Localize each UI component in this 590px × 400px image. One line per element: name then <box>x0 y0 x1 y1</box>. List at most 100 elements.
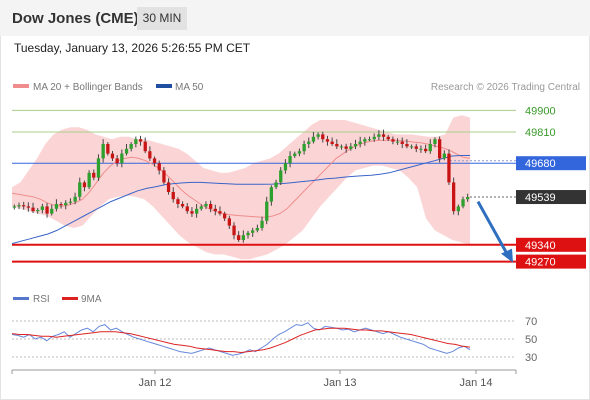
candle-body <box>92 172 96 178</box>
candle-body <box>59 204 63 206</box>
candle-body <box>87 172 91 188</box>
projection-arrow <box>476 200 513 263</box>
ma50-line <box>11 155 470 245</box>
candle-body <box>115 158 119 164</box>
candle-body <box>166 182 171 192</box>
level-tag-49270 <box>516 254 586 269</box>
rsi-ma9-line <box>11 327 471 354</box>
candle-body <box>50 208 54 214</box>
candle-body <box>185 206 189 212</box>
time-axis: Jan 12 Jan 13 Jan 14 <box>11 369 517 389</box>
candle-body <box>12 206 16 208</box>
chart-header: Dow Jones (CME) 30 MIN <box>0 0 590 36</box>
candle-body <box>26 206 30 208</box>
candle-body <box>260 220 264 228</box>
candle-body <box>339 146 344 148</box>
candle-body <box>101 144 105 159</box>
ma50-legend-swatch <box>156 84 172 88</box>
rsi-tick-30: 30 <box>525 352 537 364</box>
candle-body <box>82 182 87 188</box>
candle-body <box>279 170 283 183</box>
legend: MA 20 + Bollinger Bands MA 50 Research ©… <box>13 82 580 305</box>
ma9-legend-label: 9MA <box>81 294 102 305</box>
rsi-tick-70: 70 <box>525 316 537 328</box>
candle-body <box>433 139 437 144</box>
candle-body <box>54 204 59 209</box>
candle-body <box>386 136 390 140</box>
candle-body <box>129 144 133 149</box>
candle-body <box>204 204 208 207</box>
candle-body <box>265 201 269 221</box>
candle-body <box>344 146 348 149</box>
candle-body <box>405 144 409 147</box>
candle-body <box>22 205 26 207</box>
candle-body <box>251 230 255 233</box>
candle-body <box>288 156 292 164</box>
candle-body <box>134 139 138 144</box>
candle-body <box>372 136 376 140</box>
candle-body <box>36 210 40 212</box>
candle-body <box>255 228 259 231</box>
candlesticks <box>12 129 470 243</box>
candle-body <box>442 153 446 159</box>
x-tick-label: Jan 12 <box>138 377 171 389</box>
candle-body <box>31 207 35 212</box>
candle-body <box>209 204 213 209</box>
instrument-title: Dow Jones (CME) <box>12 10 139 27</box>
candle-body <box>302 144 306 152</box>
level-label-49900: 49900 <box>525 105 556 117</box>
candle-body <box>124 148 129 154</box>
x-tick-label: Jan 13 <box>323 377 356 389</box>
x-tick-label: Jan 14 <box>459 377 492 389</box>
candle-body <box>400 141 404 144</box>
candle-body <box>232 225 236 236</box>
candle-body <box>195 208 199 214</box>
level-tag-49680 <box>516 156 586 171</box>
chart-datetime: Tuesday, January 13, 2026 5:26:55 PM CET <box>14 41 251 55</box>
candle-body <box>307 141 311 144</box>
candle-body <box>311 136 316 142</box>
candle-body <box>138 139 143 142</box>
rsi-tick-50: 50 <box>525 334 537 346</box>
candle-body <box>227 218 231 226</box>
candle-body <box>274 182 278 188</box>
candle-body <box>391 139 395 142</box>
candle-body <box>120 153 124 164</box>
candle-body <box>316 134 320 137</box>
candle-body <box>335 144 339 147</box>
candle-body <box>143 141 147 152</box>
candle-body <box>40 206 44 210</box>
candle-body <box>73 196 77 202</box>
current-price-tag <box>516 190 586 205</box>
candle-body <box>409 146 414 148</box>
candle-body <box>363 139 367 142</box>
candle-body <box>68 201 73 203</box>
candle-body <box>367 139 372 141</box>
rsi-line <box>11 322 471 356</box>
ma9-legend-swatch <box>62 297 78 300</box>
candle-body <box>377 134 381 137</box>
candle-body <box>241 235 245 240</box>
candle-body <box>190 211 194 214</box>
candle-body <box>180 204 185 207</box>
projection-arrow-shaft <box>476 200 510 257</box>
candle-body <box>78 182 82 197</box>
candle-body <box>325 139 330 142</box>
candle-body <box>381 134 386 137</box>
candle-body <box>447 153 451 183</box>
candle-body <box>64 202 68 206</box>
candle-body <box>157 163 161 171</box>
candle-body <box>17 205 21 207</box>
timeframe-badge[interactable]: 30 MIN <box>137 7 187 30</box>
candle-body <box>466 197 470 200</box>
candle-body <box>358 141 362 144</box>
ma50-legend-label: MA 50 <box>175 82 204 93</box>
candle-body <box>45 206 49 214</box>
level-label-49270: 49270 <box>525 257 556 269</box>
candle-body <box>237 235 241 240</box>
ma20-legend-label: MA 20 + Bollinger Bands <box>33 82 143 93</box>
level-label-49340: 49340 <box>525 240 556 252</box>
candle-body <box>171 192 175 200</box>
projection-arrow-head <box>501 248 513 263</box>
